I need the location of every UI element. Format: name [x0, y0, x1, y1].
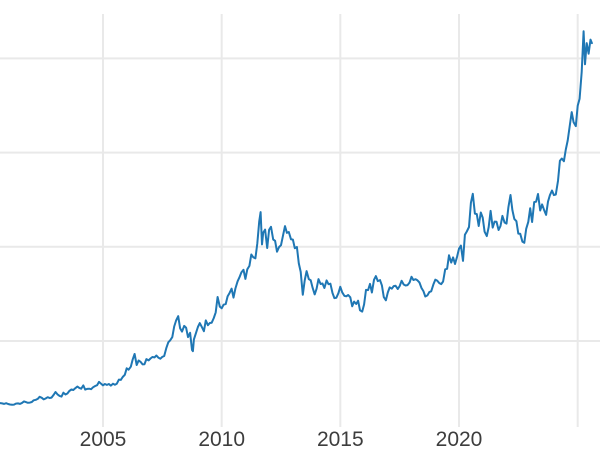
- x-tick-label-2010: 2010: [198, 428, 246, 450]
- x-tick-label-2005: 2005: [79, 428, 127, 450]
- x-tick-label-2015: 2015: [316, 428, 364, 450]
- x-tick-label-2020: 2020: [435, 428, 483, 450]
- price-series-line: [0, 30, 593, 406]
- gridlines: [0, 14, 600, 427]
